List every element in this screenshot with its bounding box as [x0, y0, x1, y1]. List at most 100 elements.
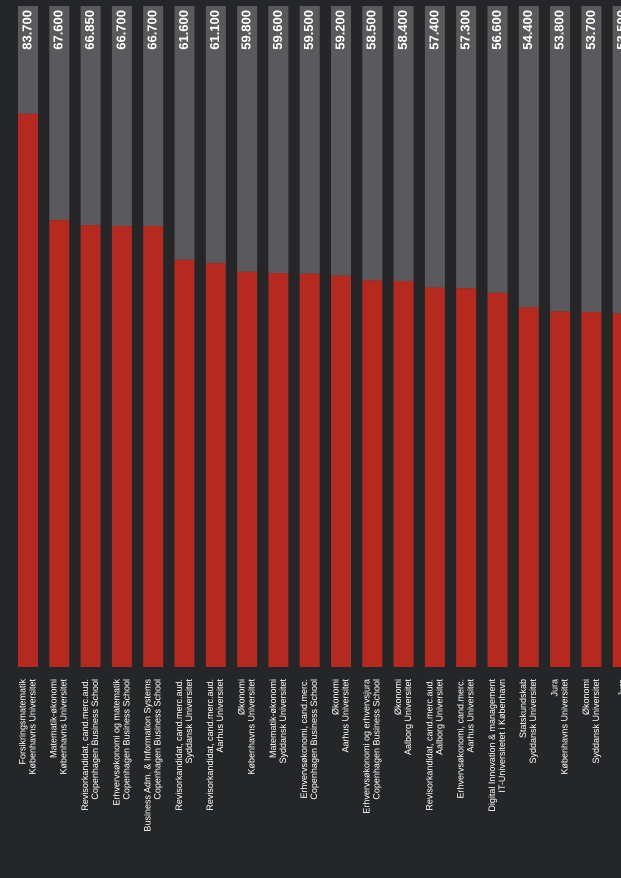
bar	[362, 280, 383, 667]
value-label: 66.700	[145, 10, 160, 50]
category-label: Revisorkandidat, cand.merc.aud.	[174, 679, 184, 811]
bar	[111, 226, 132, 667]
bar	[612, 313, 621, 667]
category-label: Syddansk Universitet	[278, 679, 288, 764]
category-label: Copenhagen Business School	[372, 679, 382, 800]
value-label: 61.600	[176, 10, 191, 50]
value-label: 57.400	[426, 10, 441, 50]
value-label: 53.500	[614, 10, 621, 50]
bar-remainder	[550, 6, 571, 312]
category-label: IT-Universitetet i København	[497, 679, 507, 793]
category-label: Økonomi	[236, 679, 246, 715]
bar	[550, 311, 571, 667]
bar	[424, 287, 445, 667]
value-label: 58.500	[364, 10, 379, 50]
category-label: Revisorkandidat, cand.merc.aud.	[205, 679, 215, 811]
bar-remainder	[143, 6, 164, 227]
bar	[456, 288, 477, 667]
bar-remainder	[456, 6, 477, 289]
bar-remainder	[205, 6, 226, 264]
bar	[80, 225, 101, 667]
category-label: Business Adm. & Information Systems	[143, 679, 153, 832]
bar-remainder	[581, 6, 602, 313]
category-label: Aarhus Universitet	[466, 679, 476, 753]
bar	[518, 307, 539, 667]
category-label: Syddansk Universitet	[528, 679, 538, 764]
category-label: Københavns Universitet	[59, 679, 69, 775]
value-label: 67.600	[51, 10, 66, 50]
bar-remainder	[393, 6, 414, 281]
category-labels-group: Forsikringsmatematik Københavns Universit…	[17, 679, 621, 832]
category-label: Aalborg Universitet	[403, 679, 413, 756]
value-label: 61.100	[207, 10, 222, 50]
bar-remainder	[18, 6, 38, 114]
bar-remainder	[424, 6, 445, 288]
category-label: Aalborg Universitet	[434, 679, 444, 756]
category-label: Økonomi	[581, 679, 591, 715]
bar	[143, 226, 164, 667]
value-label: 59.500	[301, 10, 316, 50]
bar	[205, 263, 226, 667]
value-label: 66.700	[113, 10, 128, 50]
bar	[331, 275, 351, 667]
value-label: 53.700	[583, 10, 598, 50]
bar-remainder	[111, 6, 132, 227]
category-label: Københavns Universitet	[246, 679, 256, 775]
bar-remainder	[299, 6, 320, 274]
value-labels-group: 83.700 67.600 66.850 66.700 66.700 61.600 61.1…	[19, 10, 621, 50]
bar-remainder	[362, 6, 383, 281]
value-label: 56.600	[489, 10, 504, 50]
value-label: 54.400	[520, 10, 535, 50]
bar-remainder	[487, 6, 508, 293]
category-label: Revisorkandidat, cand.merc.aud.	[424, 679, 434, 811]
value-label: 53.800	[552, 10, 567, 50]
value-label: 83.700	[19, 10, 34, 50]
bar	[268, 273, 289, 667]
bar-remainder	[174, 6, 195, 260]
category-label: Copenhagen Business School	[90, 679, 100, 800]
category-label: Økonomi	[330, 679, 340, 715]
category-label: Københavns Universitet	[27, 679, 37, 775]
bar	[18, 113, 38, 668]
category-label: Erhvervsøkonomi, cand.merc.	[456, 679, 466, 799]
value-label: 59.200	[332, 10, 347, 50]
category-label: Erhvervsøkonomi og erhvervsjura	[362, 679, 372, 814]
bar	[393, 280, 414, 667]
bar-remainder	[612, 6, 621, 314]
bar-remainder	[268, 6, 289, 274]
value-label: 59.800	[239, 10, 254, 50]
category-label: Matematik-økonomi	[49, 679, 59, 758]
category-label: Økonomi	[393, 679, 403, 715]
value-label: 66.850	[82, 10, 97, 50]
category-label: Statskundskab	[518, 679, 528, 738]
bar-remainder	[237, 6, 258, 272]
bar-remainder	[331, 6, 351, 276]
category-label: Copenhagen Business School	[121, 679, 131, 800]
category-label: Jura	[617, 679, 621, 697]
value-label: 57.300	[458, 10, 473, 50]
value-label: 59.600	[270, 10, 285, 50]
category-label: Aarhus Universitet	[215, 679, 225, 753]
bar	[174, 259, 195, 667]
bar	[487, 292, 508, 667]
category-label: Københavns Universitet	[559, 679, 569, 775]
bar	[237, 271, 258, 667]
bar	[49, 220, 70, 667]
category-label: Digital Innovation & management	[487, 679, 497, 812]
category-label: Matematik-økonomi	[268, 679, 278, 758]
category-label: Syddansk Universitet	[591, 679, 601, 764]
bars-group	[18, 6, 621, 668]
bar-remainder	[49, 6, 70, 221]
bar-remainder	[80, 6, 101, 226]
category-label: Erhvervsøkonomi, cand.merc.	[299, 679, 309, 799]
bar	[299, 273, 320, 667]
category-label: Copenhagen Business School	[309, 679, 319, 800]
category-label: Erhvervsøkonomi og matematik	[111, 679, 121, 806]
category-label: Syddansk Universitet	[184, 679, 194, 764]
category-label: Forsikringsmatematik	[17, 679, 27, 765]
value-label: 58.400	[395, 10, 410, 50]
bar	[581, 312, 602, 667]
category-label: Aarhus Universitet	[340, 679, 350, 753]
category-label: Copenhagen Business School	[153, 679, 163, 800]
